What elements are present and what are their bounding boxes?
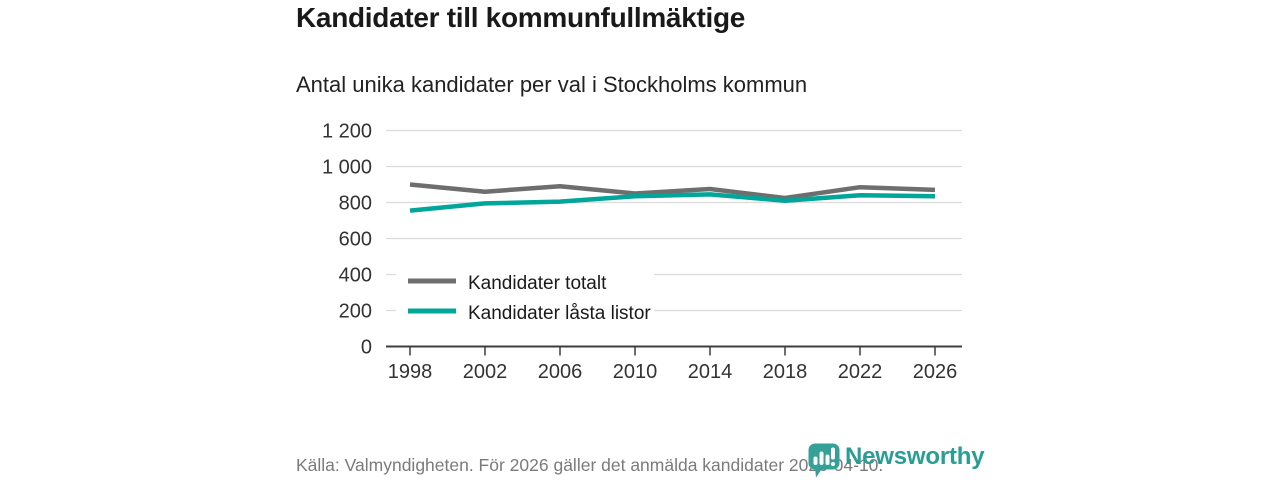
chart-title: Kandidater till kommunfullmäktige xyxy=(296,2,746,33)
line-chart: 0 200 400 600 800 1 000 1 200 1998 2002 2006 2010 2… xyxy=(322,121,962,383)
newsworthy-logo[interactable]: Newsworthy xyxy=(808,443,985,478)
legend-label: Kandidater låsta listor xyxy=(468,303,651,324)
y-axis-tick-label: 1 000 xyxy=(322,157,372,179)
newsworthy-chart-bubble-icon xyxy=(808,443,840,478)
x-axis-tick-label: 2010 xyxy=(613,361,658,383)
speech-bubble-shape xyxy=(808,443,840,478)
x-axis-tick-label: 1998 xyxy=(388,361,433,383)
chart-subtitle: Antal unika kandidater per val i Stockho… xyxy=(296,72,808,97)
newsworthy-wordmark: Newsworthy xyxy=(845,443,985,470)
legend-label: Kandidater totalt xyxy=(468,273,607,294)
y-axis-tick-label: 1 200 xyxy=(322,121,372,143)
source-note: Källa: Valmyndigheten. För 2026 gäller d… xyxy=(296,455,884,475)
x-axis-tick-label: 2018 xyxy=(763,361,808,383)
y-axis-tick-label: 600 xyxy=(339,229,372,251)
y-axis-tick-label: 200 xyxy=(339,301,372,323)
x-axis-tick-label: 2002 xyxy=(463,361,508,383)
series-line xyxy=(409,192,936,213)
series-line xyxy=(409,182,936,201)
legend-background xyxy=(396,265,654,329)
x-axis-tick-label: 2014 xyxy=(688,361,733,383)
y-axis-tick-label: 400 xyxy=(339,265,372,287)
x-axis-tick-label: 2026 xyxy=(913,361,958,383)
x-axis-tick-label: 2006 xyxy=(538,361,583,383)
y-axis-tick-label: 0 xyxy=(361,337,372,359)
x-axis-tick-label: 2022 xyxy=(838,361,883,383)
y-axis-tick-label: 800 xyxy=(339,193,372,215)
